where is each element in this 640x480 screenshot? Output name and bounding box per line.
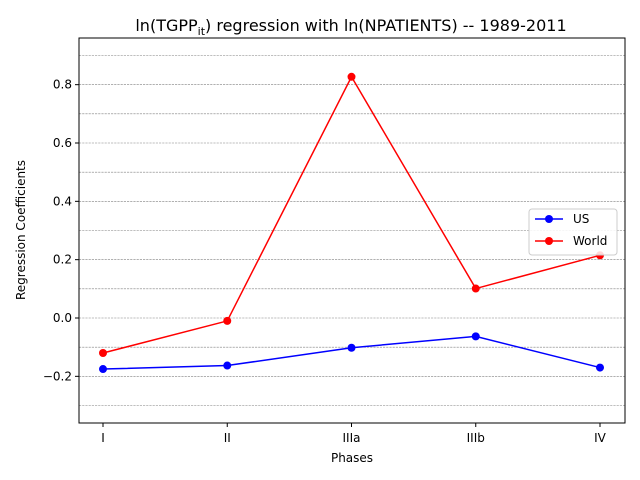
data-point-us [223,361,232,370]
legend: US World [528,208,618,256]
x-tick-label: II [224,431,231,445]
x-tick-label: IIIb [467,431,485,445]
data-point-world [99,349,107,357]
x-axis: I II IIIa IIIb IV [101,423,607,445]
data-point-world [223,316,232,325]
series-world [99,72,604,357]
y-axis: −0.2 0.0 0.2 0.4 0.6 0.8 [43,78,79,383]
y-tick-label: −0.2 [43,369,72,383]
y-tick-label: 0.4 [53,194,72,208]
legend-item-us: US [535,212,589,226]
y-tick-label: 0.8 [53,78,72,92]
legend-marker-us [545,215,553,223]
grid-lines [79,55,625,406]
series-us [99,332,604,374]
x-tick-label: IV [594,431,607,445]
legend-item-world: World [535,234,607,248]
x-axis-label: Phases [331,451,373,465]
series-line-us [102,335,601,370]
y-tick-label: 0.0 [53,311,72,325]
data-point-us [596,363,604,372]
x-tick-label: I [101,431,105,445]
x-tick-label: IIIa [343,431,361,445]
data-point-us [471,332,480,341]
chart-title: ln(TGPPit) regression with ln(NPATIENTS)… [135,16,566,38]
legend-marker-world [545,237,553,245]
series-line-world [102,75,601,354]
data-point-us [347,343,356,352]
series-layer [99,72,604,374]
data-point-us [99,365,107,374]
data-point-world [347,72,356,81]
y-tick-label: 0.2 [53,253,72,267]
y-tick-label: 0.6 [53,136,72,150]
data-point-world [471,284,480,293]
y-axis-label: Regression Coefficients [14,160,28,300]
legend-label-us: US [573,212,589,226]
legend-label-world: World [573,234,607,248]
